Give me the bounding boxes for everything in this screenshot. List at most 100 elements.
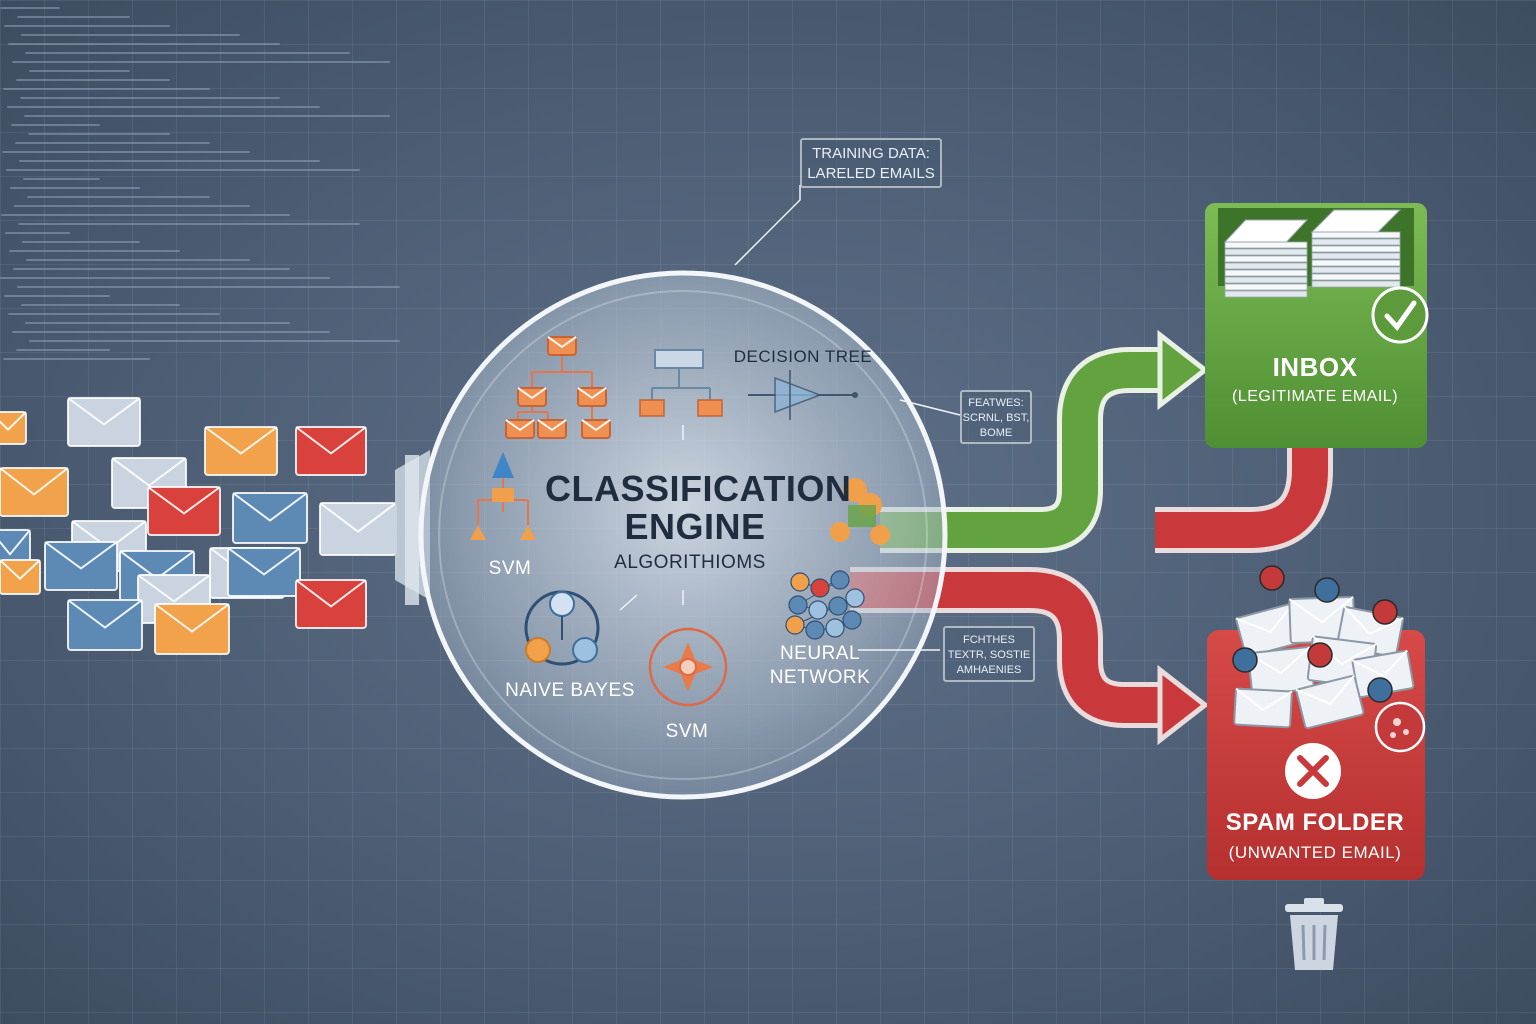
tree-diagram-icon <box>639 349 723 417</box>
stacked-email <box>1311 252 1401 260</box>
stacked-email <box>1311 280 1401 288</box>
features-top-line2: SCRNL, BST, <box>962 412 1030 424</box>
spam-subtitle: (UNWANTED EMAIL) <box>1228 843 1402 862</box>
check-icon <box>1371 286 1429 344</box>
virus-icon <box>1259 565 1285 591</box>
code-line <box>0 7 60 9</box>
code-line <box>29 70 130 72</box>
envelope-icon <box>517 387 547 407</box>
stacked-email <box>1224 248 1308 256</box>
engine-title-line1: CLASSIFICATION <box>545 468 852 509</box>
svm-tree-icon <box>470 452 536 540</box>
neural-network-label-line2: NETWORK <box>769 667 871 688</box>
envelope-icon <box>0 559 41 595</box>
code-line <box>19 160 320 162</box>
envelope-icon <box>154 603 230 655</box>
code-line <box>25 52 350 54</box>
features-top-line1: FEATWES: <box>968 397 1024 409</box>
nn-node <box>845 588 865 608</box>
code-line <box>14 205 250 207</box>
features-bottom-line3: AMHAENIES <box>956 664 1022 676</box>
code-line <box>15 142 210 144</box>
code-line <box>10 187 140 189</box>
stacked-email <box>1311 231 1401 239</box>
code-line <box>11 124 100 126</box>
envelope-icon <box>1233 687 1293 729</box>
code-line <box>20 97 280 99</box>
code-line <box>17 16 130 18</box>
nn-node <box>808 600 828 620</box>
nn-node <box>785 615 805 635</box>
code-line <box>5 232 70 234</box>
code-line <box>8 43 280 45</box>
stacked-email <box>1311 273 1401 281</box>
code-background <box>0 0 420 360</box>
spam-email-pile <box>1232 565 1415 730</box>
code-line <box>1 214 290 216</box>
nn-node <box>790 572 810 592</box>
features-top-line3: BOME <box>979 427 1013 439</box>
code-line <box>13 268 290 270</box>
stacked-email <box>1224 290 1308 298</box>
envelope-icon <box>232 492 308 544</box>
nn-node <box>805 620 825 640</box>
engine-title-line2: ENGINE <box>624 506 766 547</box>
stacked-email <box>1311 238 1401 246</box>
training-data-line2: LARELED EMAILS <box>807 165 935 182</box>
trash-bin-icon <box>1285 898 1343 970</box>
stacked-email <box>1224 276 1308 284</box>
nn-node <box>825 618 845 638</box>
virus-icon <box>1307 642 1333 668</box>
envelope-icon <box>44 541 118 591</box>
envelope-icon <box>295 426 367 476</box>
virus-icon <box>1314 577 1340 603</box>
decision-tree-prism-icon <box>748 370 858 420</box>
features-callout-bottom: FCHTHES TEXTR, SOSTIE AMHAENIES <box>943 626 1035 682</box>
spam-title: SPAM FOLDER <box>1225 809 1405 836</box>
code-line <box>21 34 240 36</box>
virus-icon <box>1374 701 1426 753</box>
code-line <box>24 115 390 117</box>
stacked-email <box>1311 266 1401 274</box>
code-line <box>28 133 170 135</box>
code-line <box>21 304 180 306</box>
nn-node <box>828 596 848 616</box>
spam-flow-arrow <box>850 567 1210 746</box>
envelope-icon <box>227 547 301 597</box>
stacked-email <box>1224 241 1308 249</box>
svm-target-icon <box>648 627 728 707</box>
code-line <box>2 151 250 153</box>
envelope-icon <box>0 411 27 445</box>
return-red-flow <box>1155 440 1333 553</box>
nn-node <box>810 578 830 598</box>
code-line <box>8 313 220 315</box>
code-line <box>6 169 360 171</box>
code-line <box>27 196 210 198</box>
features-callout-top: FEATWES: SCRNL, BST, BOME <box>960 390 1032 444</box>
stacked-email <box>1224 269 1308 277</box>
code-line <box>3 88 210 90</box>
nn-node <box>788 595 808 615</box>
envelope-icon <box>0 467 69 517</box>
virus-icon <box>1372 599 1398 625</box>
nn-node <box>830 570 850 590</box>
code-line <box>12 331 330 333</box>
code-line <box>16 79 170 81</box>
code-line <box>17 286 400 288</box>
stacked-email <box>1224 255 1308 263</box>
classification-engine <box>418 270 948 800</box>
envelope-icon <box>537 419 567 439</box>
code-line <box>3 358 150 360</box>
svm-bottom-label: SVM <box>665 721 709 742</box>
callout-connectors <box>619 185 961 651</box>
naive-bayes-icon <box>524 590 600 666</box>
envelope-icon <box>1235 602 1305 658</box>
envelope-icon <box>319 502 397 556</box>
neural-network-icon <box>785 570 865 640</box>
inbox-title: INBOX <box>1272 352 1358 382</box>
decision-tree-icon <box>517 355 593 420</box>
code-line <box>26 259 250 261</box>
stacked-email <box>1311 259 1401 267</box>
neural-network-label-line1: NEURAL <box>779 643 861 664</box>
nn-node <box>842 610 862 630</box>
